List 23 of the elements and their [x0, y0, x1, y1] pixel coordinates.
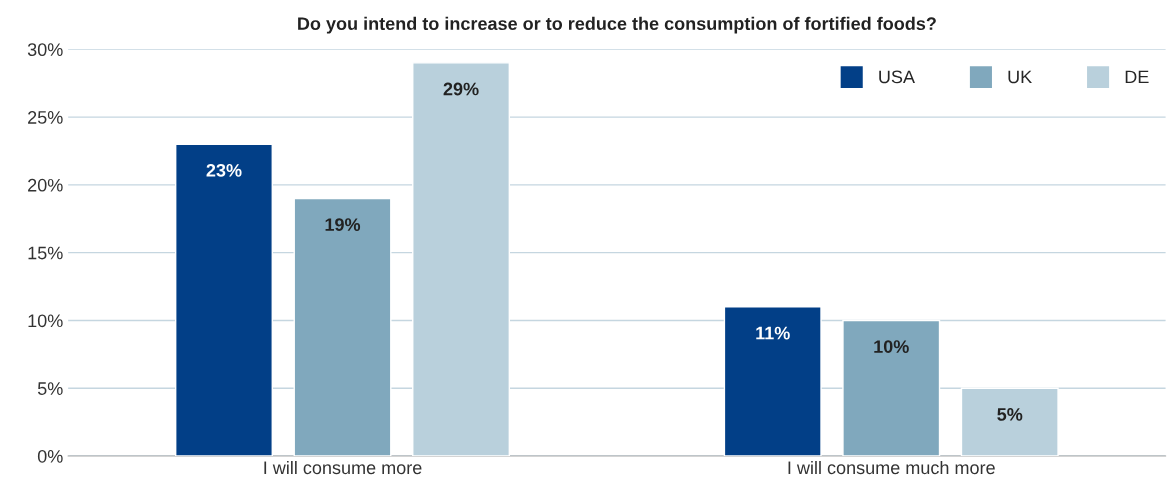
y-tick-label: 0% [37, 449, 63, 463]
legend-label: UK [1008, 70, 1032, 84]
data-label: 19% [325, 218, 361, 231]
bar [175, 143, 273, 457]
data-label: 5% [997, 408, 1023, 421]
x-tick-label: I will consume more [264, 460, 422, 475]
bar [723, 306, 822, 457]
y-tick-label: 25% [28, 111, 63, 124]
legend-label: DE [1125, 70, 1149, 84]
bar [293, 197, 392, 457]
data-label: 29% [443, 82, 479, 96]
legend-label: USA [879, 70, 915, 84]
chart-title: Do you intend to increase or to reduce the consumption of fortified foods? [298, 16, 936, 34]
y-tick-label: 15% [28, 246, 63, 260]
y-tick-label: 5% [37, 382, 63, 395]
data-label: 11% [756, 326, 790, 340]
y-tick-label: 20% [28, 178, 63, 192]
x-tick-label: I will consume much more [788, 460, 995, 475]
y-tick-label: 10% [28, 314, 63, 328]
data-label: 10% [874, 340, 909, 353]
data-label: 23% [206, 163, 242, 177]
bar [842, 319, 941, 457]
y-tick-label: 30% [27, 43, 63, 57]
